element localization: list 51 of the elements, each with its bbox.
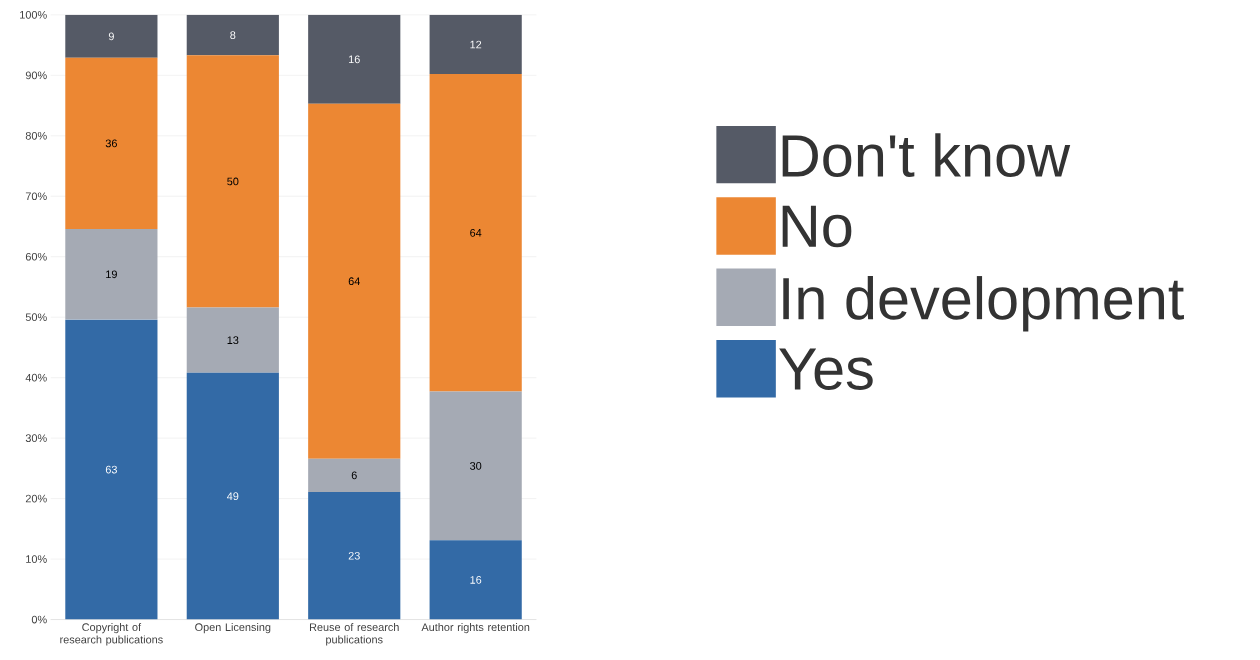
bar — [186, 55, 279, 308]
annotation: 9 — [108, 32, 114, 41]
y-tick-label: 40% — [25, 373, 47, 382]
bar — [65, 228, 158, 320]
y-tick-label: 100% — [20, 10, 47, 19]
y-tick-label: 10% — [26, 555, 47, 563]
annotation: 64 — [470, 228, 482, 237]
annotation: 50 — [227, 177, 239, 186]
bar — [65, 319, 158, 620]
y-tick-label: 80% — [25, 131, 47, 140]
annotation: 8 — [230, 31, 236, 39]
annotation: 63 — [105, 465, 117, 474]
bar — [186, 307, 279, 373]
y-tick-label: 20% — [25, 494, 47, 503]
annotation: 6 — [351, 471, 357, 480]
y-tick-label: 90% — [25, 71, 47, 80]
annotation: 36 — [105, 139, 117, 148]
bar — [429, 540, 522, 620]
y-tick-label: 50% — [25, 313, 47, 321]
bar — [65, 14, 158, 58]
annotation: 19 — [106, 270, 117, 279]
annotation: 16 — [349, 55, 360, 64]
annotation: 23 — [348, 551, 360, 560]
x-tick-label: Copyright of research publications — [60, 622, 163, 646]
annotation: 64 — [348, 277, 360, 285]
y-tick-label: 70% — [25, 192, 47, 201]
bar — [429, 14, 522, 75]
annotation: 16 — [470, 576, 482, 584]
bar — [429, 74, 522, 392]
bar — [308, 491, 401, 620]
bar — [308, 14, 401, 104]
bar — [65, 57, 158, 229]
x-tick-label: Author rights retention — [421, 622, 530, 634]
bar — [186, 372, 279, 620]
annotation: 49 — [227, 492, 239, 500]
legend-label: Don't know — [782, 133, 1071, 177]
annotation: 12 — [470, 40, 482, 49]
legend-label: No — [782, 205, 852, 248]
legend-label: Yes — [779, 348, 873, 390]
x-tick-label: Reuse of research publications — [309, 622, 399, 646]
bar — [429, 391, 522, 541]
y-tick-label: 30% — [25, 434, 47, 442]
y-tick-label: 0% — [31, 615, 47, 624]
annotation: 30 — [470, 462, 482, 470]
bar — [186, 14, 279, 56]
annotation: 13 — [227, 336, 239, 344]
bar — [308, 458, 401, 492]
y-tick-label: 60% — [25, 252, 47, 261]
bar — [308, 103, 401, 459]
x-tick-label: Open Licensing — [195, 622, 271, 634]
legend-label: In development — [783, 275, 1184, 332]
